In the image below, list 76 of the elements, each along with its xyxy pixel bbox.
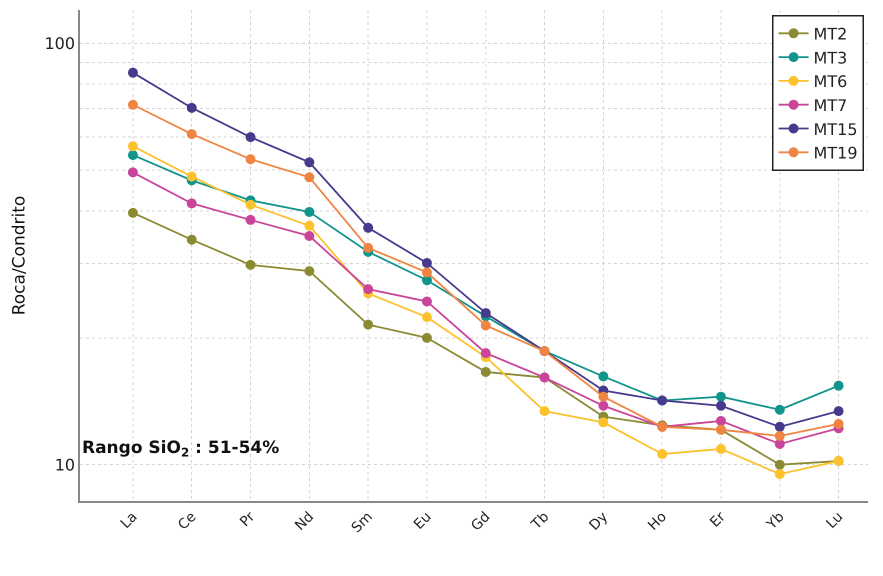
point xyxy=(246,132,256,142)
point xyxy=(716,416,726,426)
point xyxy=(774,422,785,432)
point xyxy=(304,172,314,182)
legend-label: MT7 xyxy=(814,96,848,115)
x-tick-label: Pr xyxy=(237,508,258,530)
point xyxy=(422,267,432,278)
legend-label: MT2 xyxy=(814,24,848,44)
x-tick-label: Er xyxy=(707,508,729,531)
point xyxy=(363,320,374,330)
point xyxy=(598,392,608,402)
point xyxy=(128,100,138,110)
x-tick-label: Lu xyxy=(823,509,846,532)
x-tick-label: Tb xyxy=(528,508,552,534)
x-tick-label: Gd xyxy=(468,509,494,534)
point xyxy=(304,206,314,217)
point xyxy=(186,198,197,208)
point xyxy=(480,320,491,330)
point xyxy=(363,222,374,233)
point xyxy=(246,154,256,164)
point xyxy=(657,449,668,460)
point xyxy=(480,308,491,318)
point xyxy=(186,234,197,245)
point xyxy=(304,230,314,241)
legend-label: MT3 xyxy=(814,48,848,68)
point xyxy=(598,417,608,428)
x-tick-label: Dy xyxy=(586,509,612,534)
point xyxy=(422,332,432,343)
x-tick-label: Eu xyxy=(410,509,435,533)
point xyxy=(128,68,138,78)
point xyxy=(128,167,138,178)
point xyxy=(834,418,844,429)
point xyxy=(774,404,785,415)
legend-label: MT19 xyxy=(814,144,858,163)
point xyxy=(422,258,432,268)
point xyxy=(246,214,256,225)
point xyxy=(598,400,608,411)
point xyxy=(716,444,726,454)
point xyxy=(480,348,491,358)
point xyxy=(186,129,197,140)
point xyxy=(540,406,550,416)
x-tick-label: Yb xyxy=(763,508,788,534)
annotation: Rango SiO$_{2}$ : 51-54% xyxy=(82,438,280,460)
y-tick-label: 100 xyxy=(44,34,76,53)
point xyxy=(128,141,138,152)
x-tick-label: Nd xyxy=(292,509,318,534)
y-tick-label: 10 xyxy=(54,455,76,474)
point xyxy=(598,371,608,382)
point xyxy=(186,172,197,182)
point xyxy=(716,392,726,402)
point xyxy=(363,242,374,253)
point xyxy=(774,469,785,480)
point xyxy=(128,208,138,218)
point xyxy=(774,430,785,441)
legend-label: MT6 xyxy=(814,72,848,92)
point xyxy=(480,366,491,377)
point xyxy=(774,460,785,470)
point xyxy=(422,296,432,306)
legend-label: MT15 xyxy=(814,120,858,139)
point xyxy=(834,406,844,416)
point xyxy=(716,400,726,411)
point xyxy=(246,200,256,210)
y-axis-title: Roca/Condrito xyxy=(10,196,30,316)
point xyxy=(246,260,256,270)
point xyxy=(304,157,314,168)
x-tick-label: La xyxy=(118,509,141,532)
x-tick-label: Sm xyxy=(348,509,376,536)
point xyxy=(422,312,432,322)
point xyxy=(834,380,844,391)
point xyxy=(304,266,314,276)
x-tick-label: Ce xyxy=(175,509,200,534)
point xyxy=(186,102,197,113)
x-tick-label: Ho xyxy=(645,509,670,534)
point xyxy=(128,150,138,160)
point xyxy=(304,220,314,231)
point xyxy=(363,284,374,294)
